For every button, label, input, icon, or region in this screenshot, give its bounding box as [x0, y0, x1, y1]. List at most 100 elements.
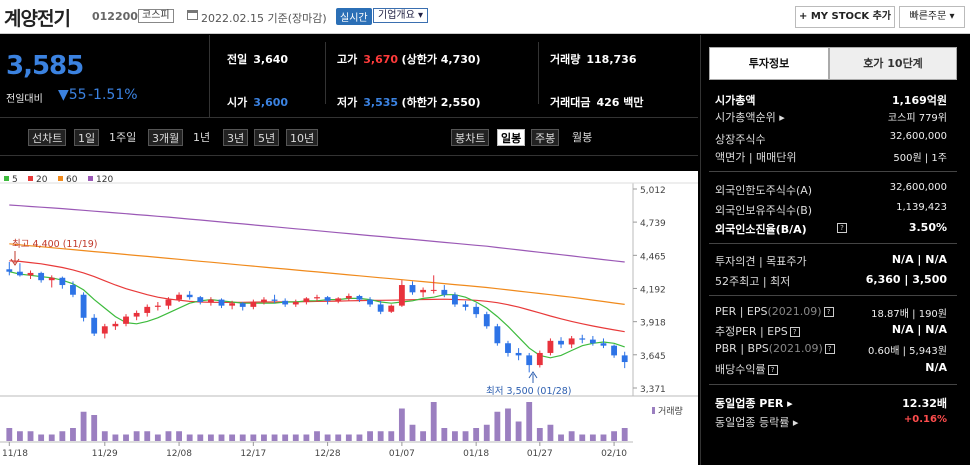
candle-body — [441, 289, 448, 295]
investment-info-panel: 투자정보 호가 10단계 시가총액 1,169억원 시가총액순위 ▸ 코스피 779… — [700, 35, 970, 465]
add-my-stock-button[interactable]: + MY STOCK 추가 — [795, 6, 895, 28]
period-3m-button[interactable]: 3개월 — [148, 129, 184, 146]
volume-bar — [611, 431, 618, 441]
row-cap-rank[interactable]: 시가총액순위 ▸ 코스피 779위 — [715, 111, 947, 124]
candle-body — [186, 294, 193, 298]
volume-bar — [271, 434, 278, 441]
volume-bar — [547, 424, 554, 441]
x-tick-label: 01/18 — [463, 449, 489, 459]
help-icon[interactable]: ? — [837, 223, 847, 233]
period-3y-button[interactable]: 3년 — [223, 129, 249, 146]
quote-date: 2022.02.15 기준(장마감) — [201, 12, 327, 25]
chart-period-bar: 선차트 1일 1주일 3개월 1년 3년 5년 10년 봉차트 일봉 주봉 월봉 — [0, 117, 698, 156]
monthly-candle-button[interactable]: 월봉 — [572, 131, 593, 144]
period-1y-button[interactable]: 1년 — [193, 131, 211, 144]
current-price: 3,585 — [6, 51, 84, 81]
candle-body — [123, 316, 129, 324]
period-5y-button[interactable]: 5년 — [254, 129, 280, 146]
volume-bar — [345, 434, 352, 441]
volume-bar — [526, 402, 533, 441]
period-10y-button[interactable]: 10년 — [286, 129, 319, 146]
volume-bar — [409, 424, 416, 441]
candle-body — [505, 343, 511, 353]
stock-name: 계양전기 — [4, 8, 71, 30]
candle-body — [303, 298, 310, 303]
price-chart[interactable]: 5 20 60 120 5,012 4,739 4,465 4,192 3,918 3,645 3… — [0, 171, 698, 465]
candle-body — [462, 304, 469, 307]
line-chart-button[interactable]: 선차트 — [28, 129, 67, 146]
candle-body — [335, 298, 342, 301]
candle-body — [292, 302, 299, 305]
chart-svg: 5 20 60 120 5,012 4,739 4,465 4,192 3,918 3,645 3… — [0, 175, 698, 459]
volume-bar — [494, 411, 501, 441]
candle-body — [621, 355, 628, 363]
candle-body — [282, 300, 289, 305]
legend-label: 5 — [12, 175, 18, 185]
candle-body — [239, 303, 246, 307]
legend-label: 60 — [66, 175, 78, 185]
help-icon[interactable]: ? — [824, 344, 835, 354]
row-dividend: 배당수익률? N/A — [715, 361, 947, 376]
help-icon[interactable]: ? — [767, 365, 778, 375]
period-1w-button[interactable]: 1주일 — [109, 131, 137, 144]
candle-body — [494, 326, 501, 344]
volume-bar — [59, 431, 66, 441]
price-panel: 3,585 전일대비 ▼55 -1.51% — [0, 35, 210, 117]
row-foreign-ratio: 외국인소진율(B/A)? 3.50% — [715, 221, 947, 236]
row-sector-per[interactable]: 동일업종 PER ▸ 12.32배 — [715, 397, 947, 410]
candle-body — [144, 306, 151, 313]
candle-body — [133, 312, 140, 317]
tab-order-book[interactable]: 호가 10단계 — [829, 47, 957, 80]
volume-bar — [27, 431, 34, 441]
row-foreign-limit: 외국인한도주식수(A) 32,600,000 — [715, 182, 947, 197]
volume-bar — [197, 434, 204, 441]
candles — [6, 262, 628, 373]
company-info-dropdown[interactable]: 기업개요 ▾ — [373, 8, 428, 23]
row-sector-change[interactable]: 동일업종 등락률 ▸ +0.16% — [715, 414, 947, 429]
x-tick-label: 11/18 — [2, 449, 28, 459]
help-icon[interactable]: ? — [823, 307, 834, 317]
stat-volume: 거래량 118,736 — [550, 53, 637, 66]
candle-body — [600, 343, 607, 346]
candle-body — [611, 345, 618, 356]
candle-chart-button[interactable]: 봉차트 — [451, 129, 490, 146]
row-est-per: 추정PER | EPS? N/A | N/A — [715, 323, 947, 338]
y-tick-label: 3,645 — [640, 352, 666, 362]
candle-body — [207, 299, 214, 303]
realtime-button[interactable]: 실시간 — [336, 8, 372, 25]
candle-body — [377, 304, 384, 312]
quick-order-dropdown[interactable]: 빠른주문 ▾ — [899, 6, 965, 28]
low-arrow-head — [528, 371, 538, 379]
candle-body — [16, 271, 23, 276]
x-tick-label: 02/10 — [601, 449, 627, 459]
ma5-line — [9, 271, 625, 359]
weekly-candle-button[interactable]: 주봉 — [531, 129, 560, 146]
volume-bar — [176, 431, 182, 441]
volume-bar — [536, 428, 543, 441]
tab-investment-info[interactable]: 투자정보 — [709, 47, 829, 80]
change-label: 전일대비 — [6, 94, 43, 105]
stat-high: 고가 3,670 (상한가 4,730) — [337, 53, 481, 66]
stat-amount: 거래대금 426 백만 — [550, 96, 644, 109]
candle-body — [70, 285, 76, 295]
volume-bar — [6, 428, 13, 441]
help-icon[interactable]: ? — [789, 327, 800, 337]
volume-bar — [430, 402, 437, 441]
volume-bar — [473, 428, 480, 441]
volume-bar — [335, 434, 342, 441]
volume-bar — [112, 434, 119, 441]
candle-body — [398, 285, 405, 306]
row-pbr: PBR | BPS(2021.09)? 0.60배 | 5,943원 — [715, 342, 947, 357]
legend-swatch — [88, 176, 93, 181]
volume-bar — [80, 411, 87, 441]
candle-body — [420, 289, 427, 293]
candle-body — [473, 306, 480, 315]
period-1d-button[interactable]: 1일 — [74, 129, 100, 146]
volume-bar — [154, 434, 161, 441]
volume-bar — [282, 434, 289, 441]
volume-bar — [452, 431, 458, 441]
moving-averages — [9, 204, 625, 359]
daily-candle-button[interactable]: 일봉 — [497, 129, 526, 146]
volume-bar — [144, 431, 151, 441]
volume-bar — [483, 424, 490, 441]
